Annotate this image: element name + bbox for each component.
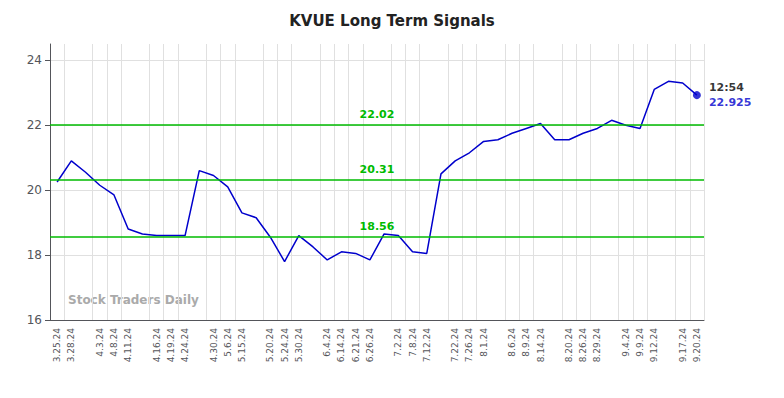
svg-text:5.15.24: 5.15.24: [237, 328, 247, 363]
svg-text:9.20.24: 9.20.24: [692, 328, 702, 363]
svg-text:22: 22: [27, 118, 42, 132]
svg-text:3.28.24: 3.28.24: [66, 328, 76, 363]
svg-text:4.30.24: 4.30.24: [209, 328, 219, 363]
svg-text:8.26.24: 8.26.24: [578, 328, 588, 363]
svg-text:7.26.24: 7.26.24: [464, 328, 474, 363]
svg-text:22.925: 22.925: [709, 96, 751, 109]
svg-text:8.1.24: 8.1.24: [479, 328, 489, 357]
svg-text:4.16.24: 4.16.24: [152, 328, 162, 363]
svg-text:16: 16: [27, 313, 42, 327]
svg-text:4.11.24: 4.11.24: [123, 328, 133, 363]
svg-text:7.12.24: 7.12.24: [422, 328, 432, 363]
svg-text:6.21.24: 6.21.24: [351, 328, 361, 363]
svg-text:8.9.24: 8.9.24: [521, 328, 531, 357]
svg-text:9.4.24: 9.4.24: [621, 328, 631, 357]
svg-text:6.26.24: 6.26.24: [365, 328, 375, 363]
svg-text:6.14.24: 6.14.24: [336, 328, 346, 363]
svg-text:9.17.24: 9.17.24: [678, 328, 688, 363]
svg-text:9.9.24: 9.9.24: [635, 328, 645, 357]
svg-text:12:54: 12:54: [709, 81, 744, 94]
svg-text:7.8.24: 7.8.24: [408, 328, 418, 357]
svg-text:8.20.24: 8.20.24: [564, 328, 574, 363]
svg-text:KVUE Long Term Signals: KVUE Long Term Signals: [289, 12, 495, 30]
svg-text:18: 18: [27, 248, 42, 262]
svg-text:20.31: 20.31: [360, 163, 395, 176]
svg-text:4.8.24: 4.8.24: [109, 328, 119, 357]
svg-text:5.20.24: 5.20.24: [265, 328, 275, 363]
svg-text:5.24.24: 5.24.24: [280, 328, 290, 363]
svg-text:4.3.24: 4.3.24: [95, 328, 105, 357]
svg-text:18.56: 18.56: [360, 220, 395, 233]
svg-text:3.25.24: 3.25.24: [52, 328, 62, 363]
svg-text:8.29.24: 8.29.24: [592, 328, 602, 363]
svg-text:4.19.24: 4.19.24: [166, 328, 176, 363]
svg-text:9.12.24: 9.12.24: [649, 328, 659, 363]
svg-text:4.24.24: 4.24.24: [180, 328, 190, 363]
svg-text:8.6.24: 8.6.24: [507, 328, 517, 357]
svg-text:6.4.24: 6.4.24: [322, 328, 332, 357]
svg-text:8.14.24: 8.14.24: [536, 328, 546, 363]
svg-text:22.02: 22.02: [360, 108, 395, 121]
svg-text:24: 24: [27, 53, 42, 67]
svg-text:7.22.24: 7.22.24: [450, 328, 460, 363]
svg-text:20: 20: [27, 183, 42, 197]
svg-text:7.2.24: 7.2.24: [393, 328, 403, 357]
svg-text:5.30.24: 5.30.24: [294, 328, 304, 363]
svg-text:5.6.24: 5.6.24: [223, 328, 233, 357]
svg-text:Stock Traders Daily: Stock Traders Daily: [68, 293, 199, 307]
